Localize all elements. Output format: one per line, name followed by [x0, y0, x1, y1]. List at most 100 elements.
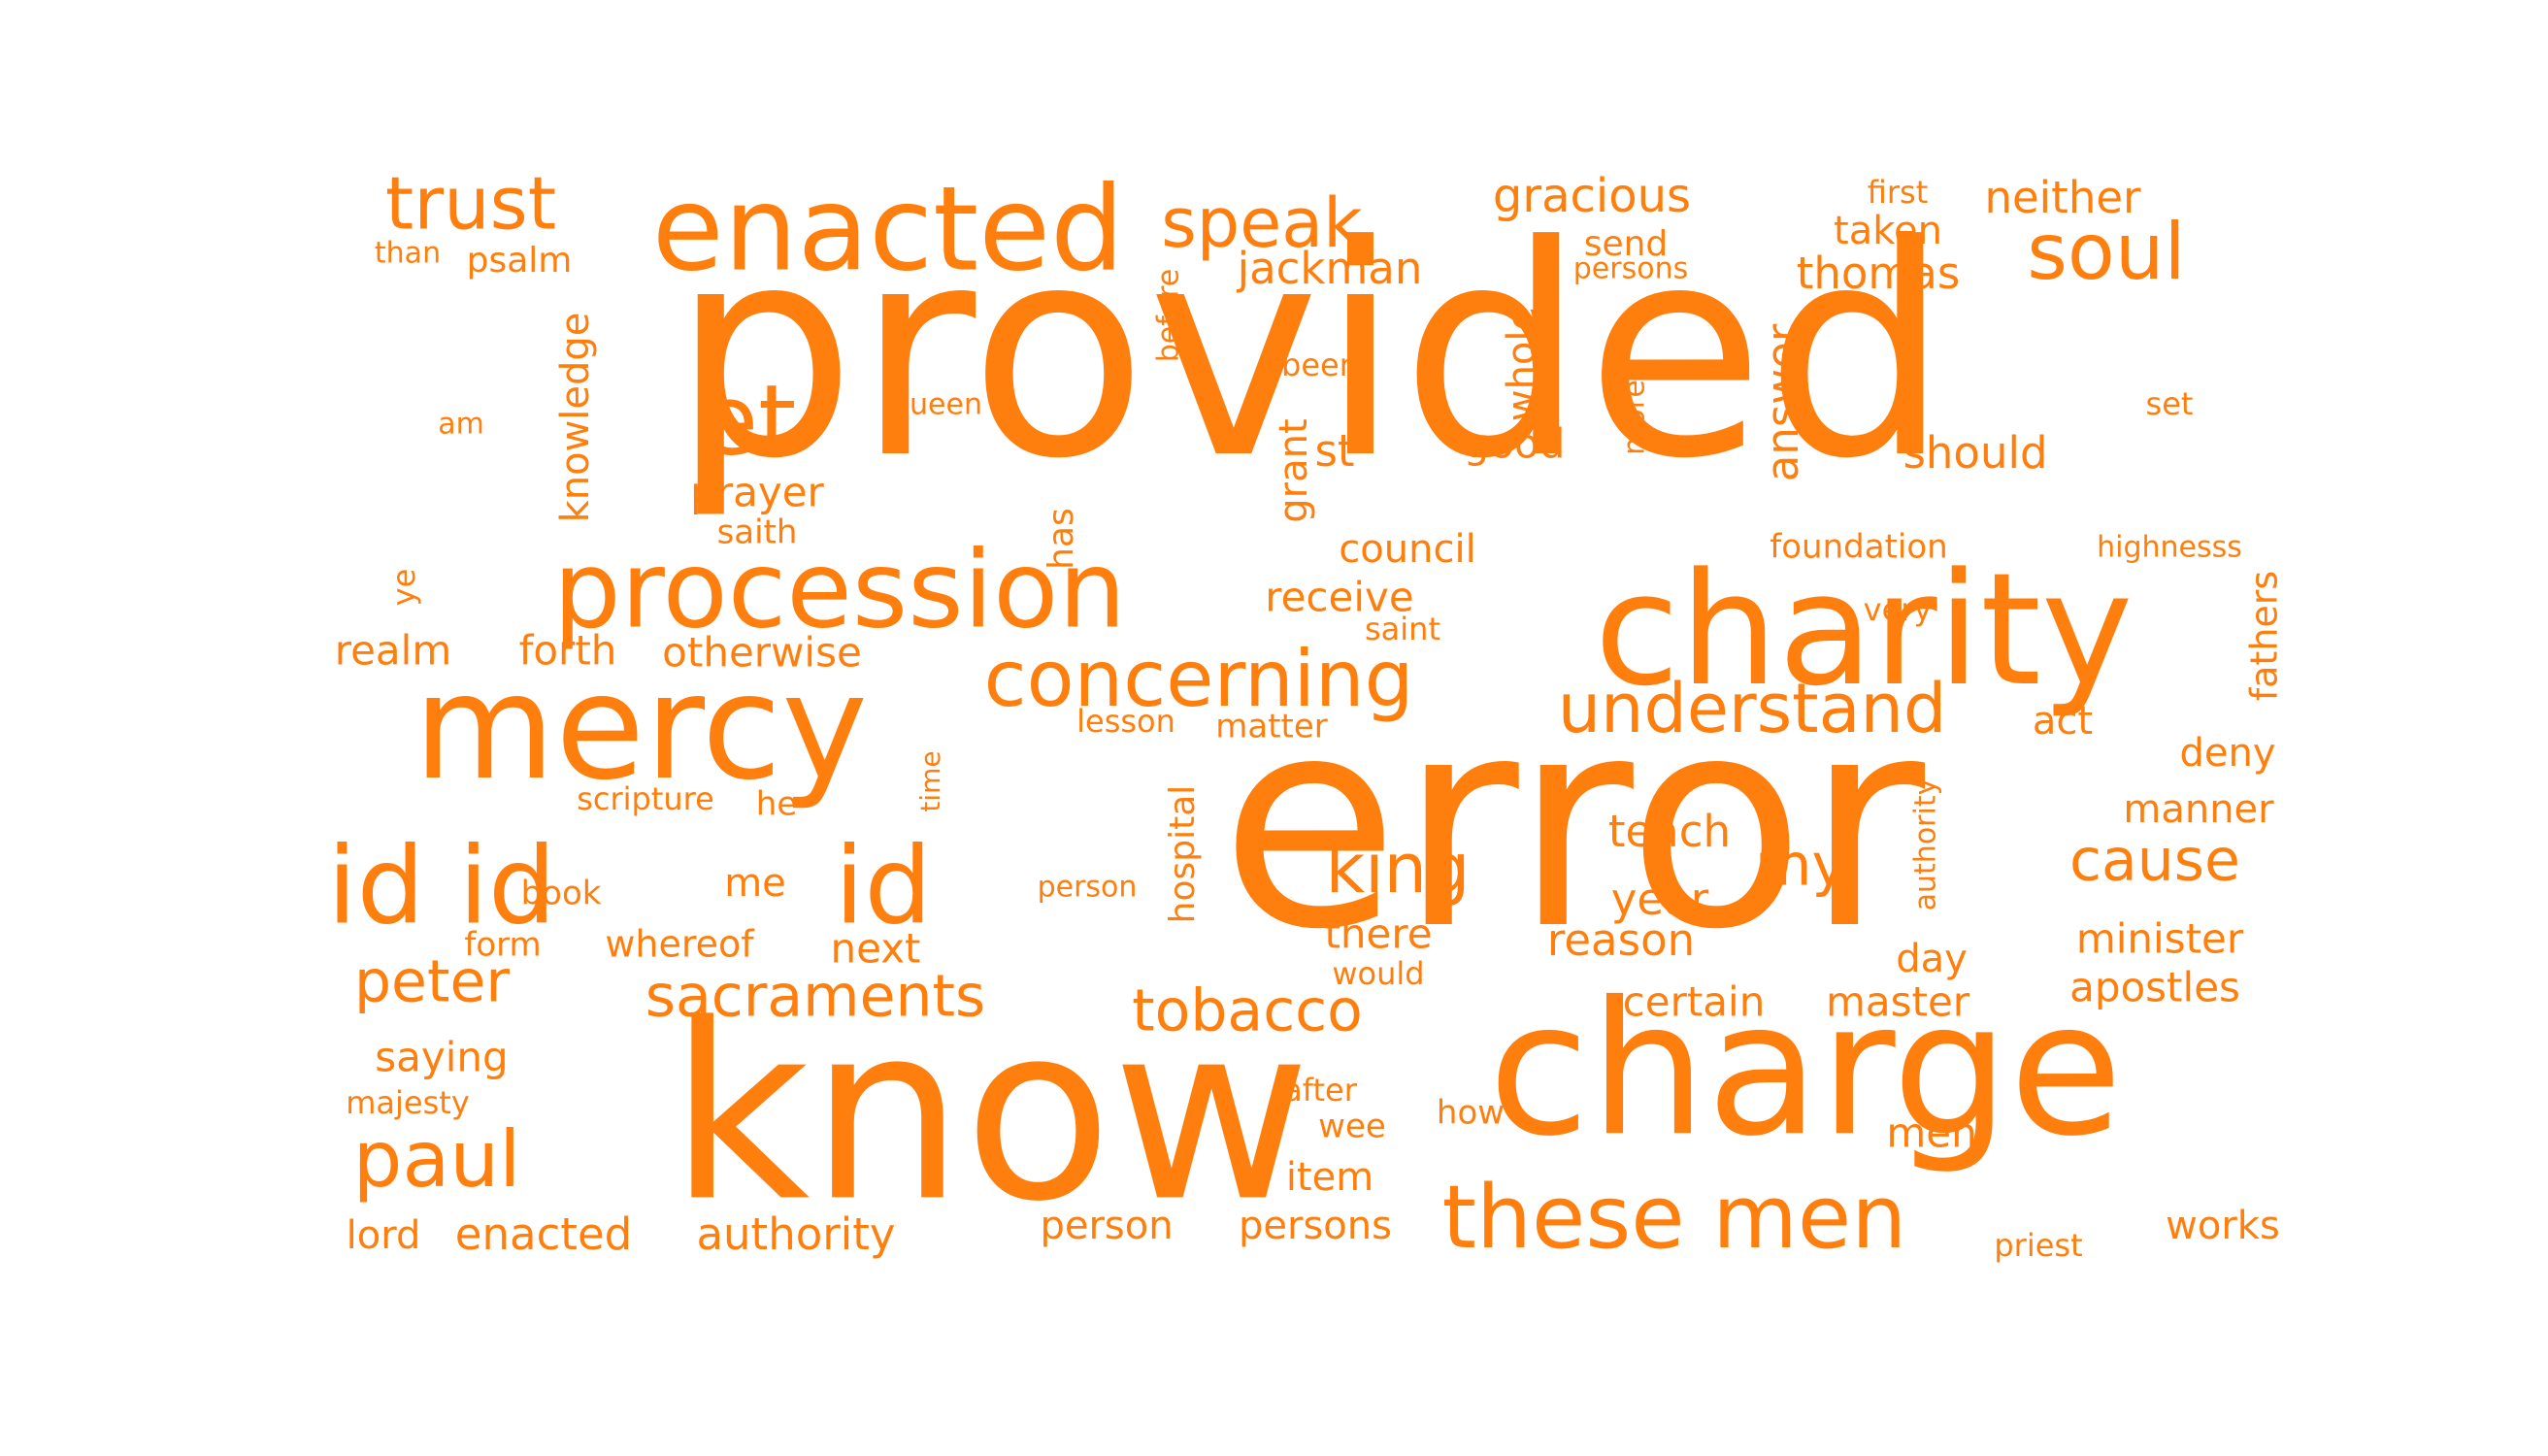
cloud-word: men [1886, 1109, 1976, 1157]
cloud-word: next [830, 925, 920, 973]
cloud-word: authority [1909, 778, 1943, 911]
cloud-word: majesty [346, 1084, 470, 1121]
cloud-word: has [1042, 508, 1081, 570]
cloud-word: certain [1623, 978, 1766, 1026]
cloud-word: whereof [605, 923, 755, 966]
cloud-word: send [1584, 224, 1669, 264]
cloud-word: know [670, 972, 1311, 1254]
cloud-word: reason [1547, 914, 1695, 966]
cloud-word: master [1826, 978, 1970, 1026]
cloud-word: council [1339, 527, 1475, 572]
cloud-word: minister [2076, 915, 2244, 963]
cloud-word: should [1903, 427, 2047, 479]
cloud-word: highnesss [2097, 531, 2242, 565]
cloud-word: set [2146, 385, 2194, 422]
cloud-word: mercy [414, 644, 868, 812]
cloud-word: paul [353, 1114, 521, 1205]
cloud-word: after [1283, 1072, 1358, 1109]
cloud-word: lesson [1076, 703, 1175, 740]
cloud-word: matter [1215, 708, 1328, 746]
cloud-word: answer [1757, 323, 1808, 481]
cloud-word: person [1038, 871, 1138, 905]
cloud-word: forth [519, 627, 617, 675]
cloud-word: id [835, 823, 932, 947]
cloud-word: hospital [1163, 785, 1203, 924]
cloud-word: lord [347, 1213, 421, 1258]
cloud-word: person [1040, 1204, 1173, 1248]
cloud-word: year [1611, 874, 1709, 925]
cloud-word: persons [1573, 252, 1688, 286]
cloud-word: neither [1984, 172, 2141, 223]
cloud-word: wee [1318, 1108, 1386, 1146]
cloud-word: et [699, 363, 797, 477]
cloud-word: soul [2027, 207, 2186, 297]
cloud-word: tobacco [1132, 977, 1363, 1045]
cloud-word: teach [1608, 806, 1731, 857]
cloud-word: grant [1272, 418, 1316, 522]
cloud-word: gracious [1493, 169, 1691, 223]
cloud-word: would [1332, 955, 1424, 992]
cloud-word: peter [354, 948, 510, 1016]
cloud-word: saint [1365, 611, 1440, 647]
cloud-word: procession [553, 527, 1126, 651]
cloud-word: fathers [2243, 571, 2286, 701]
cloud-word: enacted [455, 1208, 632, 1260]
cloud-word: priest [1994, 1227, 2082, 1264]
cloud-word: he [756, 785, 797, 824]
cloud-word: good [1464, 420, 1566, 468]
cloud-word: works [2166, 1204, 2280, 1248]
cloud-word: prayer [690, 469, 824, 516]
cloud-word: act [2033, 699, 2093, 744]
cloud-word: enacted [652, 163, 1124, 298]
cloud-word: authority [696, 1208, 895, 1260]
cloud-word: how [1437, 1094, 1505, 1133]
cloud-word: deny [2179, 731, 2275, 776]
cloud-word: ye [385, 569, 422, 607]
cloud-word: before [1152, 269, 1186, 363]
cloud-word: id id [327, 823, 556, 947]
cloud-word: very [1864, 591, 1933, 628]
cloud-word: am [438, 408, 484, 442]
cloud-word: saying [375, 1034, 508, 1081]
cloud-word: there [1324, 910, 1432, 958]
cloud-word: day [1896, 937, 1968, 981]
cloud-word: than [375, 237, 441, 271]
cloud-word: realm [335, 627, 452, 675]
cloud-word: receive [1265, 574, 1413, 621]
cloud-word: otherwise [662, 629, 862, 677]
cloud-word: king [1326, 829, 1471, 909]
cloud-word: these men [1442, 1167, 1907, 1269]
cloud-word: first [1868, 174, 1929, 211]
cloud-word: charity [1594, 539, 2133, 720]
cloud-word: thomas [1797, 248, 1961, 299]
cloud-word: jackman [1237, 243, 1423, 294]
cloud-word: foundation [1770, 528, 1947, 567]
cloud-word: whole [1500, 307, 1544, 421]
cloud-word: cause [2069, 827, 2240, 895]
cloud-word: me [724, 861, 786, 906]
cloud-word: knowledge [553, 313, 598, 523]
cloud-word: apostles [2069, 964, 2240, 1011]
cloud-word: scripture [577, 780, 714, 817]
cloud-word: been [1281, 347, 1359, 383]
cloud-word: speak [1161, 183, 1363, 263]
cloud-word: error [1220, 654, 1928, 993]
cloud-word: book [521, 875, 602, 913]
cloud-word: my [1755, 832, 1846, 900]
cloud-word: form [464, 926, 541, 965]
cloud-word: concerning [984, 634, 1414, 724]
cloud-word: saith [717, 513, 798, 552]
cloud-word: time [914, 750, 946, 811]
cloud-word: st [1314, 425, 1354, 477]
cloud-word: sacraments [645, 963, 986, 1031]
cloud-word: charge [1488, 962, 2123, 1176]
cloud-word: manner [2123, 787, 2274, 832]
cloud-word: trust [385, 161, 556, 247]
cloud-word: persons [1239, 1204, 1392, 1248]
cloud-word: psalm [467, 241, 573, 281]
cloud-word: queen [891, 388, 982, 422]
cloud-word: item [1286, 1155, 1373, 1200]
cloud-word: taken [1834, 209, 1942, 253]
